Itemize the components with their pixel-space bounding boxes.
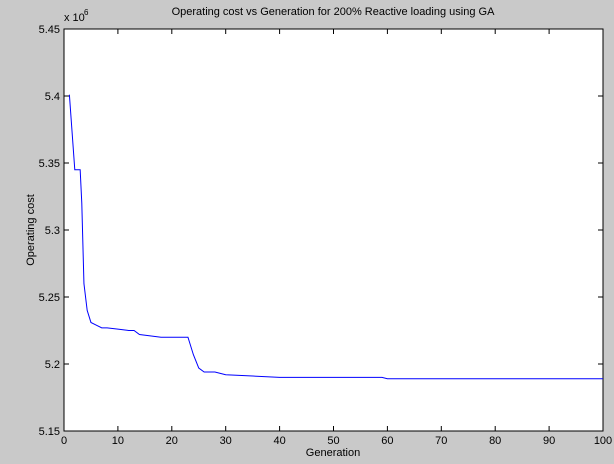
x-tick-label: 80 <box>489 435 501 447</box>
x-tick-label: 90 <box>543 435 555 447</box>
x-tick-label: 100 <box>594 435 612 447</box>
x-axis-ticks: 0 10 20 30 40 50 60 70 80 90 100 <box>61 29 612 447</box>
x-tick-label: 50 <box>327 435 339 447</box>
x-tick-label: 10 <box>112 435 124 447</box>
y-tick-label: 5.3 <box>45 225 60 237</box>
x-tick-label: 30 <box>220 435 232 447</box>
x-tick-label: 60 <box>381 435 393 447</box>
plot-area <box>63 28 604 432</box>
y-axis-label: Operating cost <box>25 194 37 266</box>
x-axis-label: Generation <box>306 447 360 459</box>
y-axis-ticks: 5.15 5.2 5.25 5.3 5.35 5.4 5.45 <box>39 24 603 438</box>
x-tick-label: 20 <box>166 435 178 447</box>
y-tick-label: 5.4 <box>45 91 60 103</box>
y-exponent: x 10 6 <box>64 8 89 24</box>
series-line <box>68 94 603 380</box>
y-tick-label: 5.2 <box>45 359 60 371</box>
x-tick-label: 0 <box>61 435 67 447</box>
y-tick-label: 5.15 <box>39 426 60 438</box>
y-tick-label: 5.45 <box>39 24 60 36</box>
y-tick-label: 5.35 <box>39 158 60 170</box>
y-exponent-power: 6 <box>84 8 89 17</box>
chart-title: Operating cost vs Generation for 200% Re… <box>172 6 496 18</box>
y-tick-label: 5.25 <box>39 292 60 304</box>
y-exponent-base: x 10 <box>64 12 85 24</box>
x-tick-label: 70 <box>435 435 447 447</box>
x-tick-label: 40 <box>273 435 285 447</box>
